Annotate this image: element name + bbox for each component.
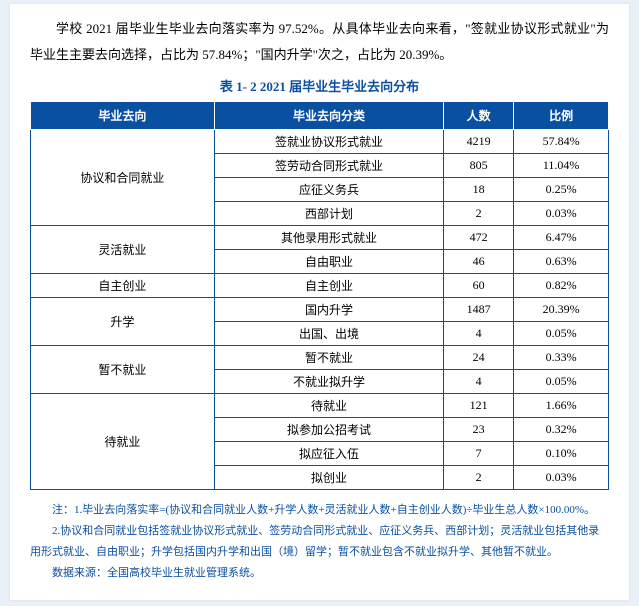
- subcategory-cell: 签就业协议形式就业: [214, 130, 443, 154]
- percent-cell: 6.47%: [514, 226, 609, 250]
- subcategory-cell: 待就业: [214, 394, 443, 418]
- col-header-count: 人数: [444, 102, 514, 130]
- percent-cell: 20.39%: [514, 298, 609, 322]
- table-row: 自主创业自主创业600.82%: [31, 274, 609, 298]
- count-cell: 46: [444, 250, 514, 274]
- table-row: 协议和合同就业签就业协议形式就业421957.84%: [31, 130, 609, 154]
- category-cell: 灵活就业: [31, 226, 215, 274]
- subcategory-cell: 拟创业: [214, 466, 443, 490]
- note-line: 2.协议和合同就业包括签就业协议形式就业、签劳动合同形式就业、应征义务兵、西部计…: [30, 521, 609, 563]
- count-cell: 18: [444, 178, 514, 202]
- count-cell: 472: [444, 226, 514, 250]
- col-header-percent: 比例: [514, 102, 609, 130]
- percent-cell: 0.25%: [514, 178, 609, 202]
- percent-cell: 0.63%: [514, 250, 609, 274]
- percent-cell: 0.82%: [514, 274, 609, 298]
- table-row: 暂不就业暂不就业240.33%: [31, 346, 609, 370]
- count-cell: 4: [444, 322, 514, 346]
- count-cell: 60: [444, 274, 514, 298]
- category-cell: 升学: [31, 298, 215, 346]
- note-line: 数据来源：全国高校毕业生就业管理系统。: [30, 563, 609, 584]
- count-cell: 4: [444, 370, 514, 394]
- percent-cell: 11.04%: [514, 154, 609, 178]
- percent-cell: 0.32%: [514, 418, 609, 442]
- subcategory-cell: 暂不就业: [214, 346, 443, 370]
- col-header-category: 毕业去向: [31, 102, 215, 130]
- count-cell: 7: [444, 442, 514, 466]
- table-notes: 注：1.毕业去向落实率=(协议和合同就业人数+升学人数+灵活就业人数+自主创业人…: [30, 500, 609, 584]
- percent-cell: 0.05%: [514, 370, 609, 394]
- table-row: 灵活就业其他录用形式就业4726.47%: [31, 226, 609, 250]
- subcategory-cell: 国内升学: [214, 298, 443, 322]
- table-row: 待就业待就业1211.66%: [31, 394, 609, 418]
- col-header-subcategory: 毕业去向分类: [214, 102, 443, 130]
- count-cell: 24: [444, 346, 514, 370]
- count-cell: 805: [444, 154, 514, 178]
- table-caption: 表 1- 2 2021 届毕业生毕业去向分布: [30, 76, 609, 95]
- table-row: 升学国内升学148720.39%: [31, 298, 609, 322]
- percent-cell: 0.03%: [514, 466, 609, 490]
- count-cell: 4219: [444, 130, 514, 154]
- subcategory-cell: 其他录用形式就业: [214, 226, 443, 250]
- category-cell: 自主创业: [31, 274, 215, 298]
- category-cell: 待就业: [31, 394, 215, 490]
- subcategory-cell: 不就业拟升学: [214, 370, 443, 394]
- percent-cell: 0.10%: [514, 442, 609, 466]
- percent-cell: 57.84%: [514, 130, 609, 154]
- subcategory-cell: 出国、出境: [214, 322, 443, 346]
- subcategory-cell: 自由职业: [214, 250, 443, 274]
- count-cell: 23: [444, 418, 514, 442]
- subcategory-cell: 签劳动合同形式就业: [214, 154, 443, 178]
- percent-cell: 0.05%: [514, 322, 609, 346]
- subcategory-cell: 拟参加公招考试: [214, 418, 443, 442]
- category-cell: 暂不就业: [31, 346, 215, 394]
- subcategory-cell: 西部计划: [214, 202, 443, 226]
- count-cell: 2: [444, 466, 514, 490]
- percent-cell: 1.66%: [514, 394, 609, 418]
- percent-cell: 0.33%: [514, 346, 609, 370]
- subcategory-cell: 拟应征入伍: [214, 442, 443, 466]
- subcategory-cell: 应征义务兵: [214, 178, 443, 202]
- distribution-table: 毕业去向 毕业去向分类 人数 比例 协议和合同就业签就业协议形式就业421957…: [30, 101, 609, 490]
- subcategory-cell: 自主创业: [214, 274, 443, 298]
- count-cell: 2: [444, 202, 514, 226]
- category-cell: 协议和合同就业: [31, 130, 215, 226]
- intro-paragraph: 学校 2021 届毕业生毕业去向落实率为 97.52%。从具体毕业去向来看，"签…: [30, 16, 609, 68]
- count-cell: 121: [444, 394, 514, 418]
- note-line: 注：1.毕业去向落实率=(协议和合同就业人数+升学人数+灵活就业人数+自主创业人…: [30, 500, 609, 521]
- percent-cell: 0.03%: [514, 202, 609, 226]
- count-cell: 1487: [444, 298, 514, 322]
